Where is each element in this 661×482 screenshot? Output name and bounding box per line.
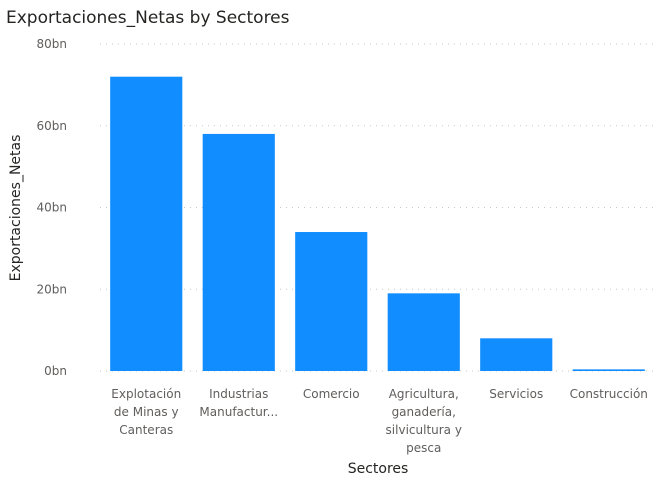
x-tick-label-line: Agricultura, [389, 387, 459, 401]
x-tick-label-line: Comercio [303, 387, 360, 401]
x-tick-label-line: Canteras [119, 423, 173, 437]
x-tick-label-line: Industrias [209, 387, 268, 401]
x-axis-title: Sectores [348, 461, 409, 477]
y-tick-label: 0bn [44, 364, 67, 378]
x-tick-label: Explotación de Minas y Canteras [111, 387, 181, 437]
bar[interactable] [387, 293, 460, 371]
x-tick-label-line: pesca [406, 441, 441, 455]
y-tick-label: 80bn [37, 37, 68, 51]
y-tick-label: 60bn [37, 119, 68, 133]
bars [110, 76, 645, 371]
x-tick-label: Agricultura, ganadería, silvicultura y pesc… [386, 387, 462, 455]
x-tick-label-line: silvicultura y [386, 423, 462, 437]
x-tick-label: Industrias Manufactur... [199, 387, 278, 419]
x-tick-label-line: Manufactur... [199, 405, 278, 419]
gridlines [100, 43, 655, 372]
x-tick-label-line: Construcción [570, 387, 648, 401]
x-tick-label-line: ganadería, [392, 405, 456, 419]
x-tick-label: Construcción [570, 387, 648, 401]
y-tick-label: 20bn [37, 282, 68, 296]
x-axis-categories: Explotación de Minas y Canteras Industrias M… [111, 387, 648, 455]
y-tick-label: 40bn [37, 201, 68, 215]
bar[interactable] [202, 133, 275, 371]
x-tick-label-line: Explotación [111, 387, 181, 401]
bar[interactable] [572, 369, 645, 371]
bar[interactable] [295, 232, 368, 371]
bar[interactable] [110, 76, 183, 371]
x-tick-label-line: Servicios [489, 387, 543, 401]
x-tick-label: Servicios [489, 387, 543, 401]
x-tick-label: Comercio [303, 387, 360, 401]
y-axis-ticks: 0bn 20bn 40bn 60bn 80bn [37, 37, 68, 378]
chart-title: Exportaciones_Netas by Sectores [6, 8, 290, 28]
x-tick-label-line: de Minas y [114, 405, 179, 419]
y-axis-title: Exportaciones_Netas [8, 135, 24, 282]
bar[interactable] [480, 338, 553, 371]
